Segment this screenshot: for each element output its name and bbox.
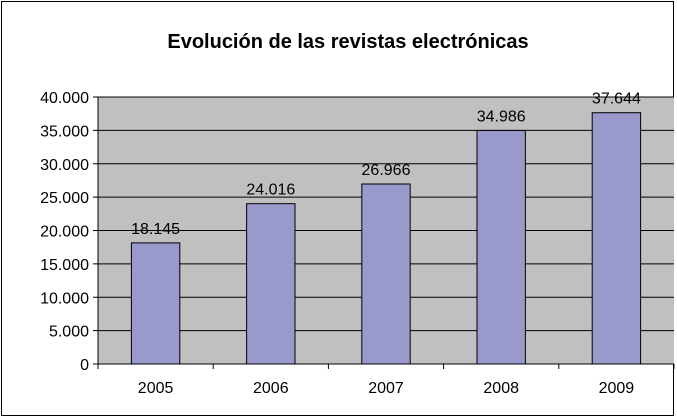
bar-value-label: 34.986 [477, 108, 526, 125]
plot-area: 0 5.000 10.000 15.000 20.000 25.000 30.000 35.0… [40, 90, 675, 397]
bar [130, 242, 181, 365]
bar [361, 183, 411, 365]
y-tick-label: 35.000 [40, 123, 89, 140]
bar [246, 203, 296, 365]
y-tick-label: 25.000 [40, 190, 89, 207]
chart-title: Evolución de las revistas electrónicas [167, 31, 528, 53]
y-tick-label: 20.000 [40, 224, 89, 241]
bar [476, 129, 526, 365]
x-tick-label: 2005 [138, 380, 174, 397]
x-tick-label: 2008 [483, 380, 519, 397]
x-tick-label: 2006 [253, 380, 289, 397]
x-tick-label: 2009 [599, 380, 635, 397]
x-tick-label: 2007 [368, 380, 404, 397]
y-tick-label: 5.000 [49, 324, 89, 341]
bar [591, 112, 642, 365]
y-tick-label: 10.000 [40, 290, 89, 307]
y-tick-label: 30.000 [40, 157, 89, 174]
y-tick-label: 40.000 [40, 90, 89, 107]
bar-value-label: 18.145 [131, 221, 180, 238]
bar-value-label: 37.644 [592, 91, 641, 108]
y-tick-label: 15.000 [40, 257, 89, 274]
bar-value-label: 26.966 [362, 162, 411, 179]
y-tick-label: 0 [80, 357, 89, 374]
bar-value-label: 24.016 [246, 182, 295, 199]
